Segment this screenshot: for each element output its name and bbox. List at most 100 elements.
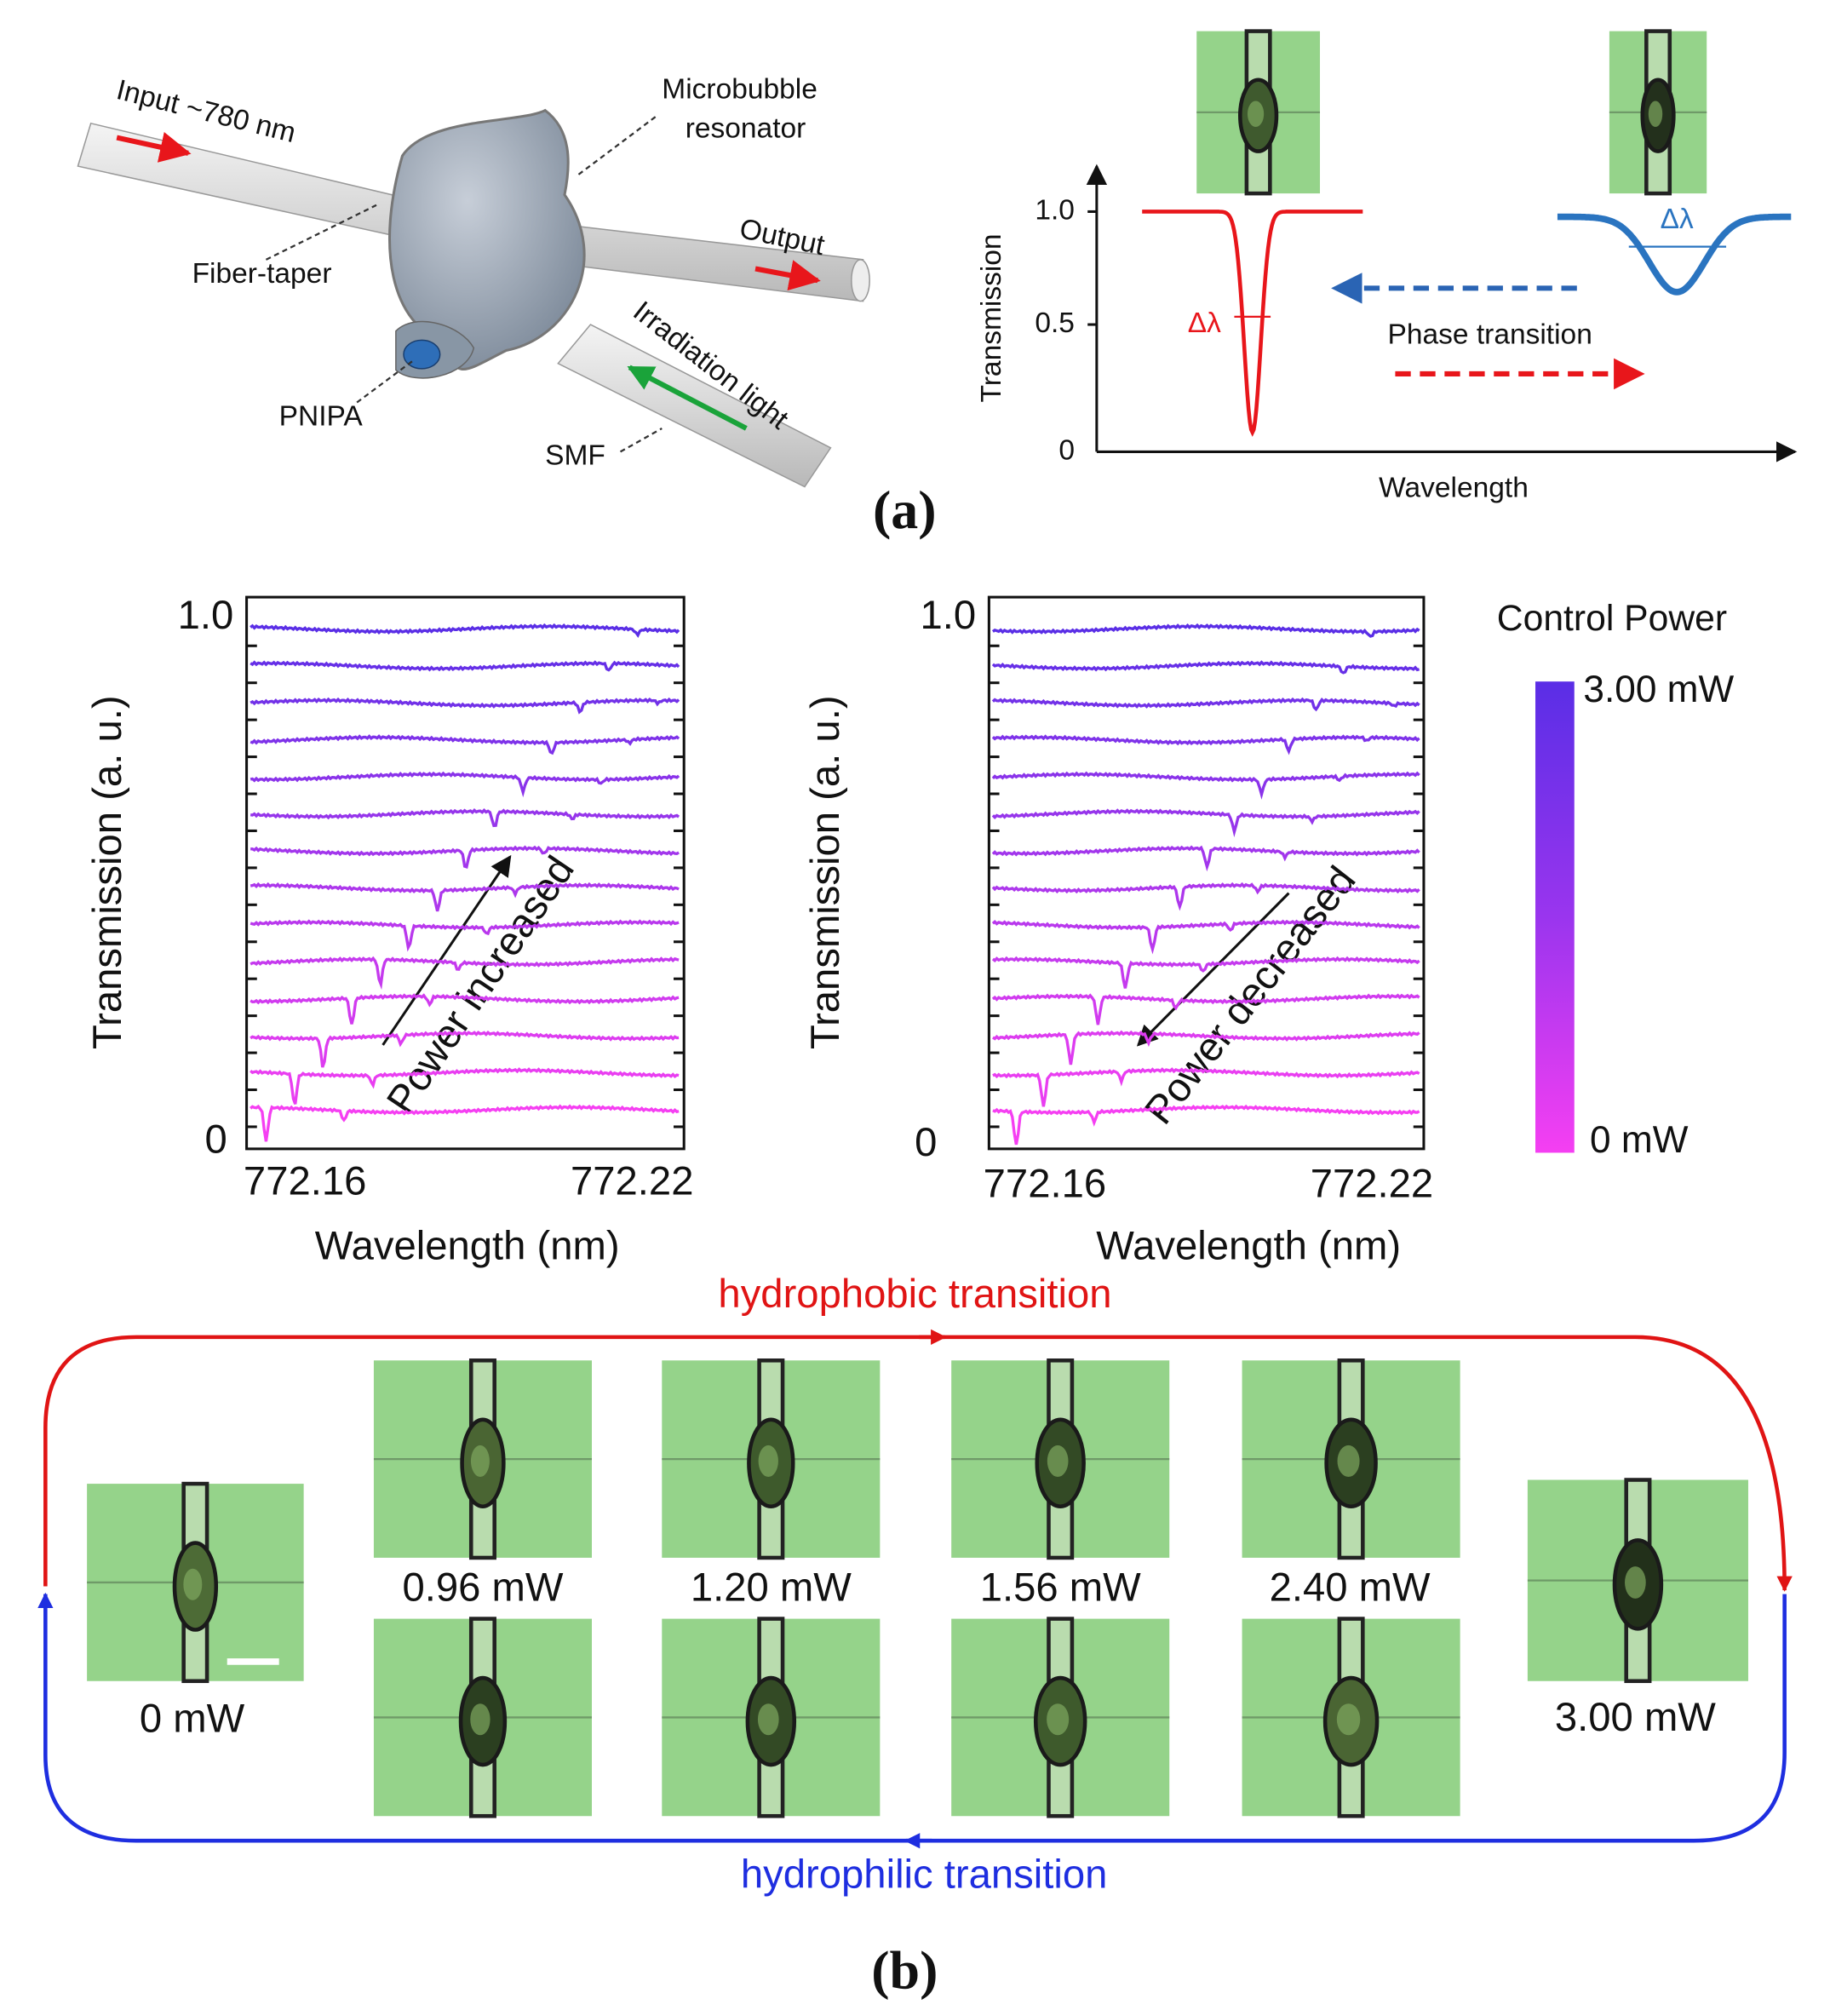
red-curve	[1142, 210, 1363, 437]
y-tick-label: 0	[915, 1120, 937, 1165]
micrograph	[1242, 1358, 1460, 1560]
spectrum	[991, 623, 1420, 638]
spectrum	[250, 1067, 680, 1105]
colorbar-title: Control Power	[1497, 598, 1727, 639]
micrograph	[1242, 1617, 1460, 1818]
spectrum	[250, 882, 680, 912]
label: Fiber-taper	[192, 258, 332, 290]
y-axis-label: Transmission	[976, 233, 1007, 402]
input-arrow	[116, 131, 192, 163]
colorbar-label: 3.00 mW	[1583, 669, 1734, 710]
spectrum	[992, 1067, 1420, 1107]
frame	[245, 595, 686, 1151]
bubble-glint	[1247, 101, 1265, 128]
leader-lines	[265, 116, 663, 453]
bubble-glint	[757, 1703, 779, 1736]
spectrum	[250, 734, 680, 755]
y-axis-label: Transmission (a. u.)	[85, 695, 130, 1049]
spectrum	[250, 623, 680, 639]
spectrum	[250, 956, 680, 991]
spectrum	[991, 734, 1420, 755]
spectrum	[992, 1104, 1420, 1146]
label: PNIPA	[279, 401, 364, 433]
bubble-glint	[183, 1568, 203, 1600]
micrograph	[951, 1617, 1170, 1818]
label: SMF	[545, 439, 605, 471]
colorbar: Control Power 3.00 mW 0 mW	[1497, 598, 1735, 1161]
image-label: 1.20 mW	[691, 1565, 852, 1611]
y-axis-label: Transmission (a. u.)	[803, 695, 848, 1049]
micrograph	[87, 1481, 304, 1684]
y-tick-label: 0	[204, 1117, 227, 1163]
spectra-left: 1.0 0 772.16 772.22 Wavelength (nm) Tran…	[85, 593, 693, 1269]
bubble-glint	[1648, 101, 1663, 128]
y-tick-label: 0	[1058, 434, 1075, 466]
spectrum	[250, 919, 680, 952]
bubble-glint	[1047, 1703, 1070, 1736]
spectra-right: 1.0 0 772.16 772.22 Wavelength (nm) Tran…	[803, 593, 1433, 1269]
delta-label: Δλ	[1188, 307, 1221, 339]
bubble-glint	[470, 1445, 490, 1477]
micrographs	[87, 29, 1748, 1818]
bubble-glint	[758, 1445, 778, 1477]
spectrum	[250, 845, 680, 870]
micrograph	[1527, 1478, 1748, 1684]
concept-plot: 1.0 0.5 0 Transmission Wavelength Δλ Δλ …	[976, 164, 1798, 503]
spectrum	[250, 808, 680, 828]
panel-label: (b)	[871, 1939, 938, 2000]
spectrum	[991, 845, 1420, 872]
micrograph	[662, 1617, 881, 1818]
spectrum	[250, 1030, 680, 1068]
spectrum	[250, 697, 680, 715]
micrograph	[951, 1358, 1170, 1560]
y-tick-label: 1.0	[920, 593, 976, 638]
bubble-glint	[470, 1703, 490, 1736]
micrograph	[373, 1617, 592, 1818]
annotation: Phase transition	[1388, 319, 1592, 351]
x-axis-label: Wavelength	[1379, 472, 1529, 503]
spectrum	[250, 771, 680, 798]
irradiation-arrow	[627, 365, 748, 431]
colorbar-label: 0 mW	[1590, 1119, 1689, 1161]
fiber-end	[851, 259, 870, 302]
smf-fiber	[557, 324, 832, 488]
annotation: Power decreased	[1136, 859, 1364, 1133]
spectrum	[992, 1030, 1420, 1065]
pnipa-core	[403, 339, 441, 370]
spectrum	[250, 660, 680, 672]
x-axis-label: Wavelength (nm)	[1096, 1224, 1401, 1269]
image-label: 0.96 mW	[402, 1565, 563, 1611]
micrograph	[1609, 29, 1707, 196]
x-tick-label: 772.16	[984, 1162, 1106, 1207]
spectrum	[991, 771, 1420, 800]
label: Microbubble	[662, 74, 817, 106]
spectrum	[991, 808, 1420, 838]
y-tick-label: 1.0	[1035, 194, 1075, 226]
blue-curve	[1557, 213, 1792, 296]
bubble-glint	[1625, 1566, 1646, 1599]
bubble-glint	[1337, 1445, 1360, 1477]
image-label: 0 mW	[140, 1696, 245, 1741]
image-label: 3.00 mW	[1555, 1695, 1716, 1740]
hydrophilic-loop	[37, 1592, 1787, 1843]
image-label: 2.40 mW	[1270, 1565, 1431, 1611]
spectrum	[250, 993, 680, 1025]
x-axis-label: Wavelength (nm)	[315, 1224, 620, 1269]
output-arrow	[754, 260, 821, 291]
x-tick-label: 772.16	[244, 1159, 366, 1204]
microbubble	[388, 108, 586, 371]
spectrum	[991, 919, 1420, 955]
label: resonator	[686, 112, 806, 144]
bottom-arrow-label: hydrophilic transition	[741, 1852, 1108, 1897]
delta-label: Δλ	[1661, 204, 1694, 235]
spectrum	[991, 956, 1420, 989]
micrograph	[1196, 29, 1321, 196]
panel-label: (a)	[873, 480, 937, 540]
frame	[987, 595, 1426, 1151]
hydrophobic-loop	[43, 1335, 1793, 1592]
x-tick-label: 772.22	[1311, 1162, 1433, 1207]
arrow	[1136, 892, 1290, 1047]
bubble-glint	[1047, 1445, 1069, 1477]
colorbar-gradient	[1535, 681, 1575, 1153]
